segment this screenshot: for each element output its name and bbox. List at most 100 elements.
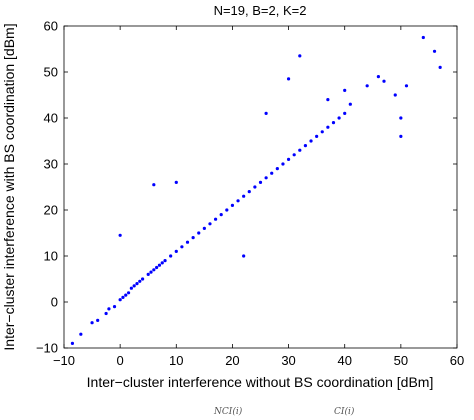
data-point [343,111,347,115]
data-point [399,116,403,120]
data-point [219,213,223,217]
data-point [174,180,178,184]
data-point [286,77,291,81]
plot-area [63,25,458,349]
data-point [197,231,201,235]
y-tick-label: −10 [36,341,58,356]
tick-marks [63,25,458,349]
y-tick-label: 50 [44,65,58,80]
data-point [247,190,251,194]
data-point [309,139,313,143]
data-point [281,162,285,166]
data-point [155,265,159,270]
x-tick-label: 20 [225,353,239,368]
data-point [79,332,83,336]
data-point [135,282,139,286]
data-point [337,116,341,120]
data-point [270,171,274,175]
y-tick-label: 60 [44,19,58,34]
data-point [331,121,336,125]
data-point [160,261,164,265]
data-point [163,259,167,263]
data-point [174,249,178,253]
data-point [124,293,128,297]
data-point [399,134,403,138]
x-tick-label: 50 [394,353,408,368]
y-tick-label: 0 [51,295,58,310]
x-tick-label: 60 [450,353,464,368]
data-point [118,233,122,237]
data-point [132,284,136,288]
data-point [393,93,397,97]
data-point [169,254,173,258]
data-point [326,98,330,102]
data-point [96,318,100,322]
data-point [242,194,246,198]
x-tick-label: 40 [337,353,351,368]
x-tick-label: 10 [169,353,183,368]
data-point [286,157,291,161]
data-point [152,183,156,187]
data-point [70,341,75,345]
data-point [149,270,153,274]
data-point [126,291,131,295]
data-point [236,199,240,203]
data-point [180,245,184,249]
data-point [138,279,142,283]
data-point [230,203,235,207]
data-point [104,311,108,316]
footer-formula-left: NCI(i) [213,406,243,417]
data-point [146,272,150,276]
data-point [421,35,425,40]
data-point [152,268,156,272]
data-point [298,54,302,58]
data-point [432,49,437,53]
data-point [90,321,94,325]
y-tick-label: 20 [44,203,58,218]
data-point [326,125,330,129]
data-point [376,75,380,79]
data-point [157,263,162,267]
data-point [315,134,319,138]
data-point [191,236,195,240]
data-point [121,295,125,299]
footer-formula-right: CI(i) [334,406,355,417]
y-tick-label: 10 [44,249,58,264]
data-point [141,277,145,281]
data-point [275,167,279,171]
data-point [213,217,218,221]
data-point [303,144,308,148]
data-point [348,102,352,106]
data-point [129,286,133,290]
data-points [70,35,442,345]
data-point [292,153,296,157]
y-tick-label: 30 [44,157,58,172]
data-point [320,130,324,134]
x-tick-label: 0 [117,353,124,368]
x-axis-label: Inter−cluster interference without BS co… [87,374,434,390]
data-point [253,185,257,189]
data-point [264,111,268,115]
x-tick-label: −10 [53,353,75,368]
data-point [242,254,246,258]
data-point [438,65,442,69]
data-point [365,84,369,88]
y-tick-label: 40 [44,111,58,126]
data-point [258,180,263,184]
data-point [208,222,212,226]
data-point [107,307,111,311]
data-point [343,88,347,92]
data-point [298,148,302,152]
data-point [404,84,409,88]
y-tick-labels: −10 0 10 20 30 40 50 60 [36,19,58,356]
data-point [264,176,268,180]
data-point [382,79,386,83]
data-point [202,226,206,230]
data-point [112,305,117,309]
chart-title: N=19, B=2, K=2 [214,3,307,18]
data-point [185,240,190,244]
data-point [118,298,122,302]
x-tick-labels: −10 0 10 20 30 40 50 60 [53,353,464,368]
data-point [225,208,229,212]
